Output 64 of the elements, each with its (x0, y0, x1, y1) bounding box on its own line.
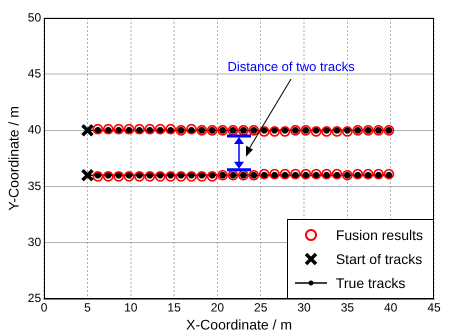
x-tick-label: 0 (40, 300, 48, 314)
x-tick-label: 45 (427, 300, 441, 314)
point (165, 171, 176, 182)
point (310, 168, 322, 180)
x-tick-label: 40 (384, 300, 398, 314)
point (154, 171, 166, 182)
point (176, 171, 186, 182)
legend-label: Start of tracks (336, 250, 422, 267)
point (280, 126, 290, 137)
annotation: Distance of two tracks (226, 58, 356, 75)
x-tick-label: 20 (210, 300, 224, 314)
point (124, 171, 134, 182)
point (124, 124, 134, 134)
point (144, 171, 156, 182)
point (196, 171, 208, 182)
point (352, 168, 364, 180)
y-tick-label: 30 (28, 234, 42, 249)
point (280, 168, 290, 180)
y-tick-label: 35 (28, 178, 42, 193)
y-tick-label: 45 (28, 66, 42, 80)
point (321, 168, 332, 180)
x-axis-title: X-Coordinate / m (186, 316, 292, 332)
point (342, 126, 353, 137)
y-tick-label: 40 (28, 122, 42, 137)
point (113, 171, 124, 182)
point (206, 171, 218, 182)
point (102, 171, 114, 182)
x-tick-label: 10 (124, 300, 138, 314)
point (144, 124, 156, 134)
point (113, 124, 124, 134)
point (258, 126, 270, 137)
point (373, 168, 384, 180)
point (332, 168, 342, 180)
point (269, 126, 280, 137)
point (300, 168, 312, 180)
point (186, 171, 197, 182)
point (332, 126, 342, 137)
point (186, 124, 197, 134)
point (92, 124, 104, 134)
point (80, 168, 94, 182)
point (384, 168, 394, 180)
point (134, 124, 145, 134)
point (321, 126, 332, 137)
point (154, 124, 166, 134)
point (258, 168, 270, 180)
legend-label: Fusion results (336, 226, 423, 243)
point (92, 171, 104, 182)
x-tick-label: 15 (167, 300, 182, 314)
y-axis-title: Y-Coordinate / m (5, 106, 22, 211)
point (102, 124, 114, 134)
point (165, 124, 176, 134)
point (310, 126, 322, 137)
x-tick-label: 25 (254, 300, 268, 314)
y-tick-label: 50 (28, 10, 42, 24)
point (269, 168, 280, 180)
x-tick-label: 35 (340, 300, 354, 314)
x-tick-label: 5 (84, 300, 92, 314)
point (80, 124, 94, 138)
x-tick-label: 30 (297, 300, 312, 314)
legend-label: True tracks (336, 274, 406, 291)
point (290, 168, 301, 180)
y-tick-label: 25 (28, 291, 42, 306)
point (362, 168, 374, 180)
point (134, 171, 145, 182)
